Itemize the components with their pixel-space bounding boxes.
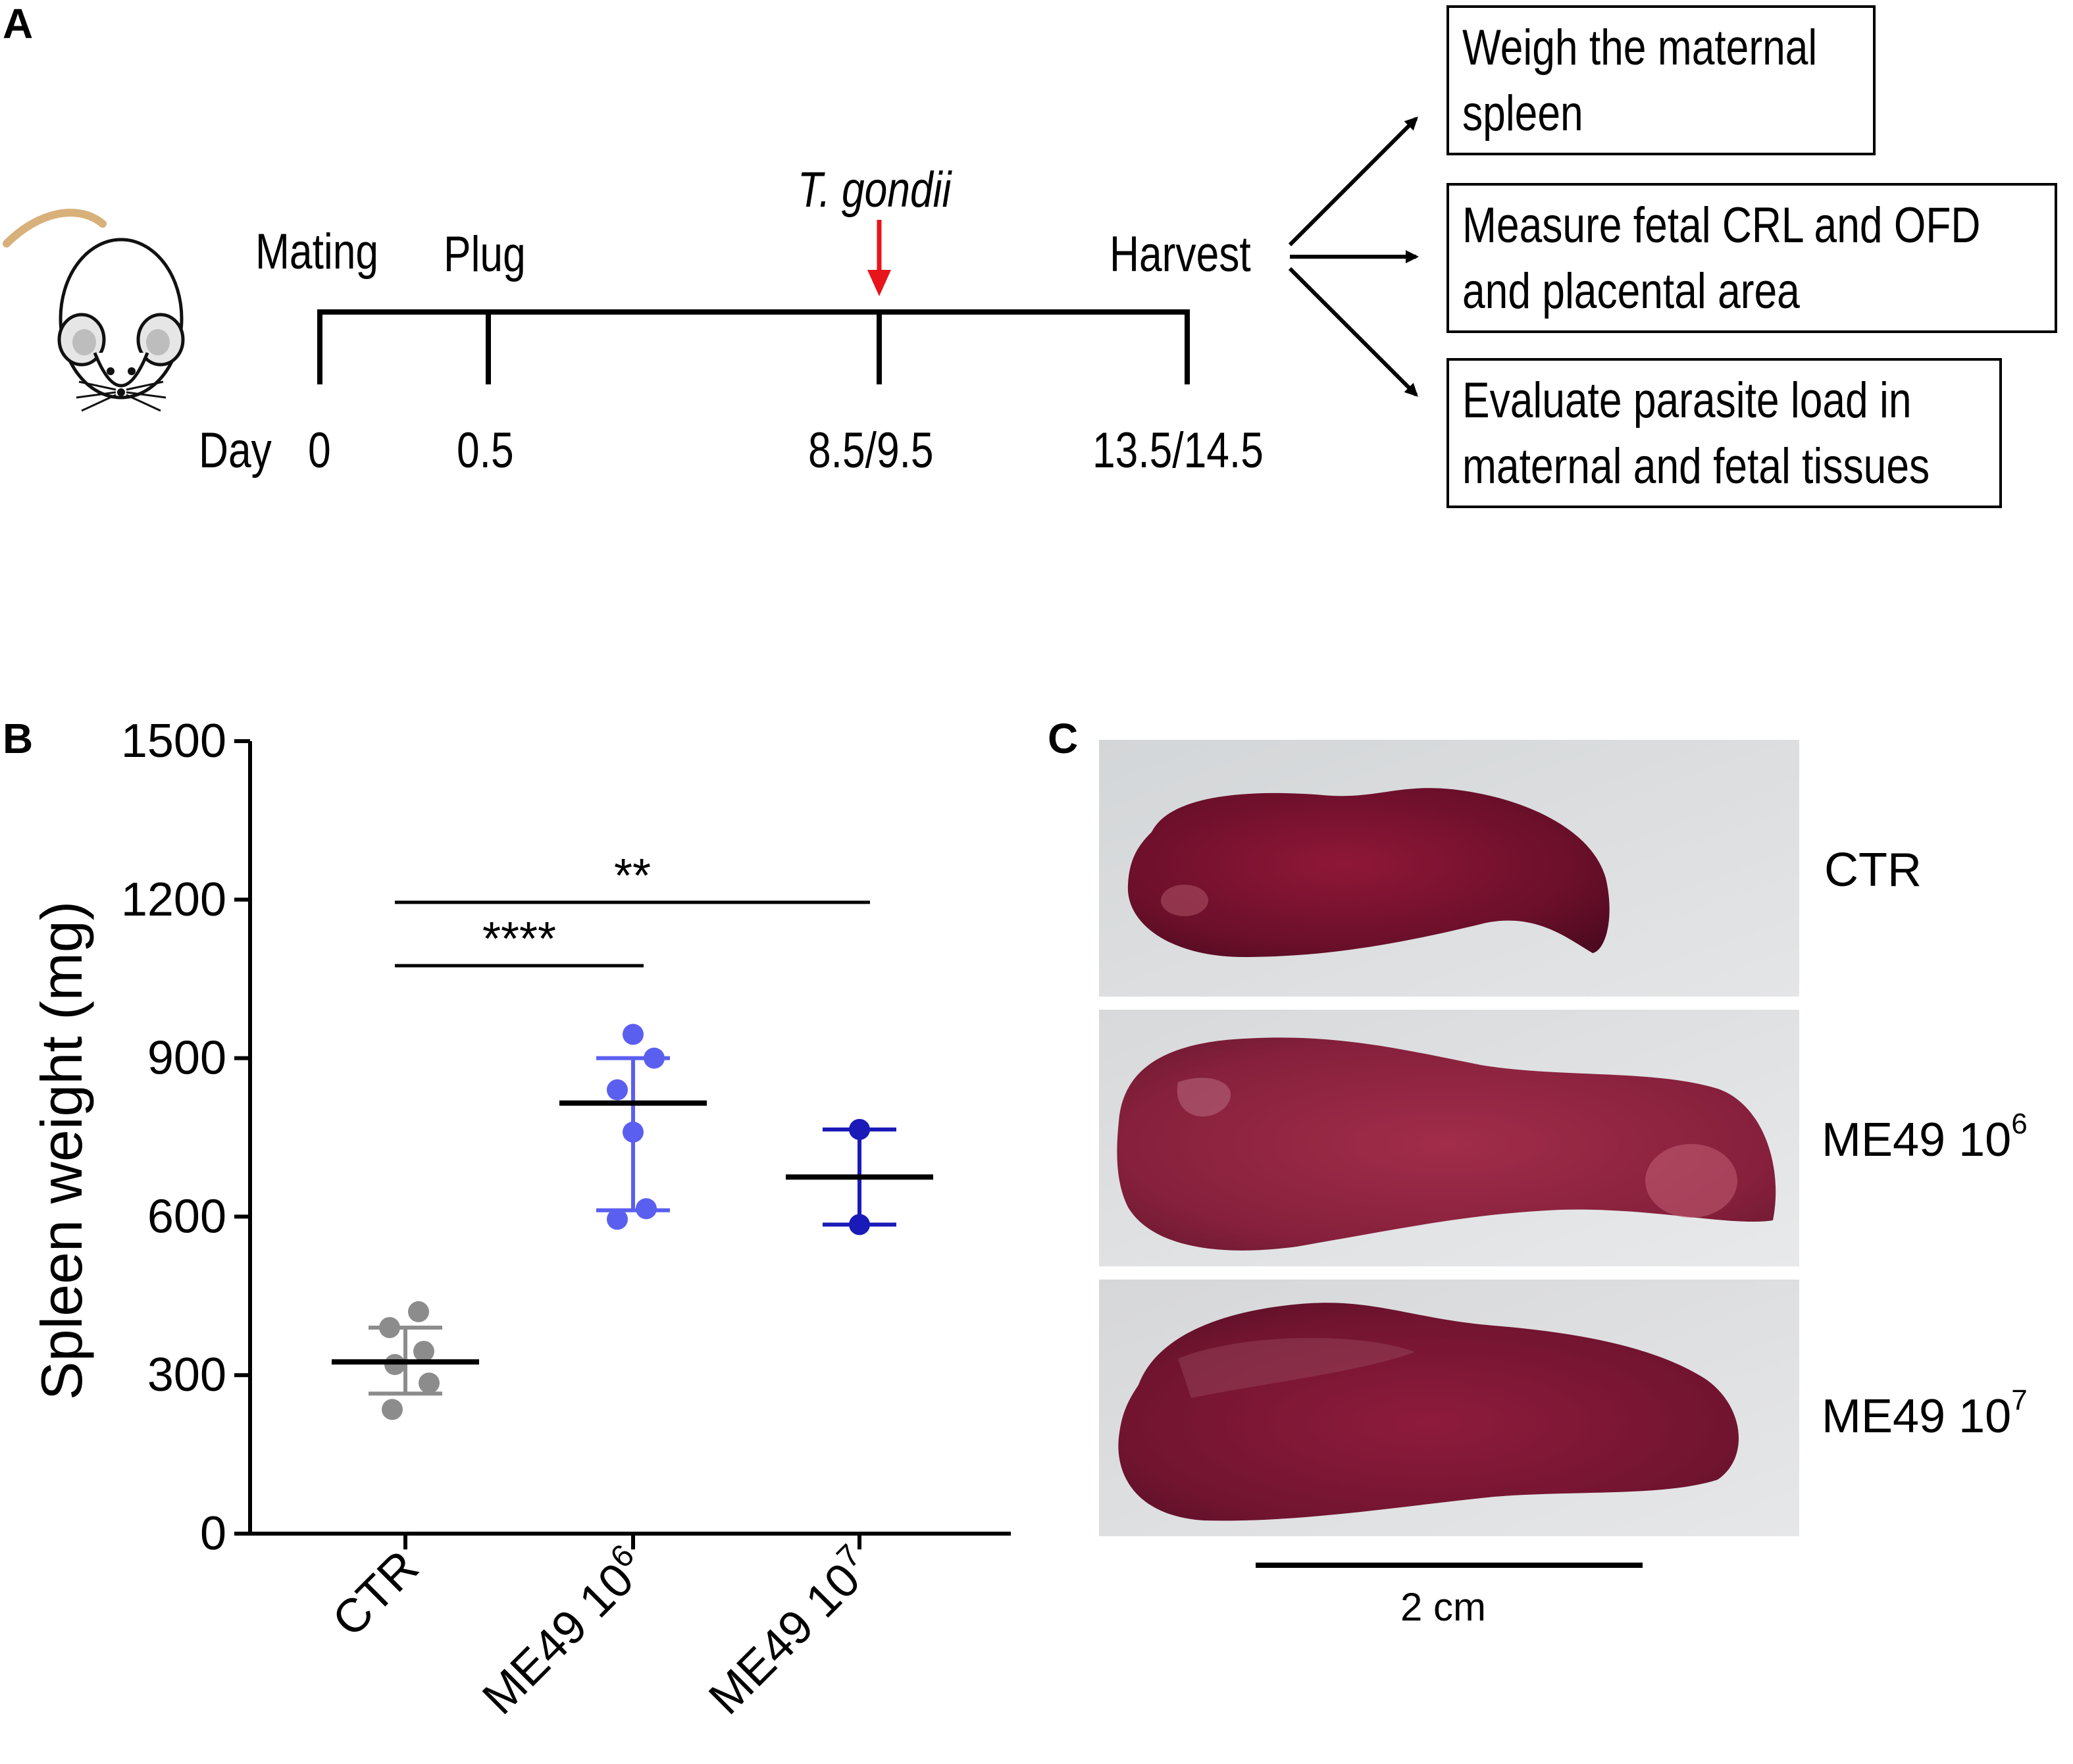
outcome-line: Weigh the maternal [1462, 21, 1818, 76]
mouse-icon [3, 209, 185, 412]
data-point [636, 1198, 657, 1220]
photo-label-me49-10-6: ME49 106 [1822, 1107, 2028, 1168]
y-axis-label: Spleen weight (mg) [29, 901, 94, 1400]
panel-a-letter: A [3, 0, 34, 47]
spleen-photo-me49-10-7 [1099, 1280, 1799, 1536]
x-tick-label: ME49 106 [470, 1538, 656, 1725]
label-text: ME49 10 [1822, 1112, 2012, 1166]
spleen-photo-me49-10-6 [1099, 1010, 1799, 1266]
day-13-5-14-5: 13.5/14.5 [1092, 424, 1264, 479]
significance-label: ** [614, 850, 651, 902]
infection-label: T. gondii [798, 163, 952, 219]
y-tick-label: 900 [147, 1032, 226, 1085]
data-point [849, 1118, 870, 1140]
spleen-photo-ctr [1099, 740, 1799, 997]
spleen-weight-chart: 0 300 600 900 1200 1500 Spleen weight (mg) CTR M… [29, 715, 1011, 1725]
day-0: 0 [308, 424, 331, 479]
photo-label-ctr: CTR [1824, 843, 1922, 898]
label-exponent: 6 [2011, 1107, 2028, 1140]
event-plug: Plug [444, 228, 526, 283]
outcome-line: Measure fetal CRL and OFD [1462, 199, 1981, 254]
label-exponent: 7 [2011, 1384, 2028, 1416]
data-point [623, 1121, 644, 1143]
y-tick-label: 600 [147, 1190, 226, 1243]
data-point [382, 1399, 403, 1420]
data-point [379, 1316, 400, 1338]
data-point [384, 1354, 405, 1376]
data-point [607, 1208, 628, 1230]
y-tick-label: 1200 [121, 873, 226, 926]
event-harvest: Harvest [1110, 228, 1251, 283]
outcome-box-spleen: Weigh the maternal spleen [1446, 5, 1876, 155]
day-8-5-9-5: 8.5/9.5 [808, 424, 934, 479]
data-point [413, 1341, 434, 1362]
day-0-5: 0.5 [457, 424, 514, 479]
data-point [419, 1372, 440, 1394]
data-point [623, 1024, 644, 1045]
infection-arrow [867, 220, 891, 296]
x-tick-label: ME49 107 [696, 1538, 883, 1725]
outcome-box-parasite: Evaluate parasite load in maternal and f… [1446, 358, 2002, 508]
significance-label: **** [482, 913, 556, 966]
data-point [644, 1047, 665, 1069]
panel-b-letter: B [3, 715, 34, 762]
panel-c-letter: C [1048, 715, 1079, 762]
branch-arrows [1288, 117, 1419, 397]
data-point [408, 1301, 429, 1322]
scale-bar-label: 2 cm [1400, 1586, 1487, 1630]
event-mating: Mating [255, 225, 379, 280]
photo-label-me49-10-7: ME49 107 [1822, 1384, 2028, 1444]
timeline [317, 309, 1190, 384]
outcome-line: and placental area [1462, 265, 1800, 320]
x-tick-label: CTR [322, 1541, 428, 1647]
label-text: CTR [1824, 843, 1922, 896]
day-label: Day [199, 424, 272, 479]
y-tick-label: 1500 [121, 715, 226, 767]
y-tick-label: 300 [147, 1349, 226, 1401]
scale-bar [1256, 1563, 1643, 1568]
label-text: ME49 10 [1822, 1389, 2012, 1443]
data-point [607, 1079, 628, 1101]
outcome-line: Evaluate parasite load in [1462, 374, 1912, 429]
y-tick-label: 0 [200, 1507, 226, 1560]
outcome-box-fetal: Measure fetal CRL and OFD and placental … [1446, 183, 2057, 333]
data-point [849, 1214, 870, 1235]
outcome-line: spleen [1462, 87, 1583, 142]
outcome-line: maternal and fetal tissues [1462, 440, 1930, 495]
